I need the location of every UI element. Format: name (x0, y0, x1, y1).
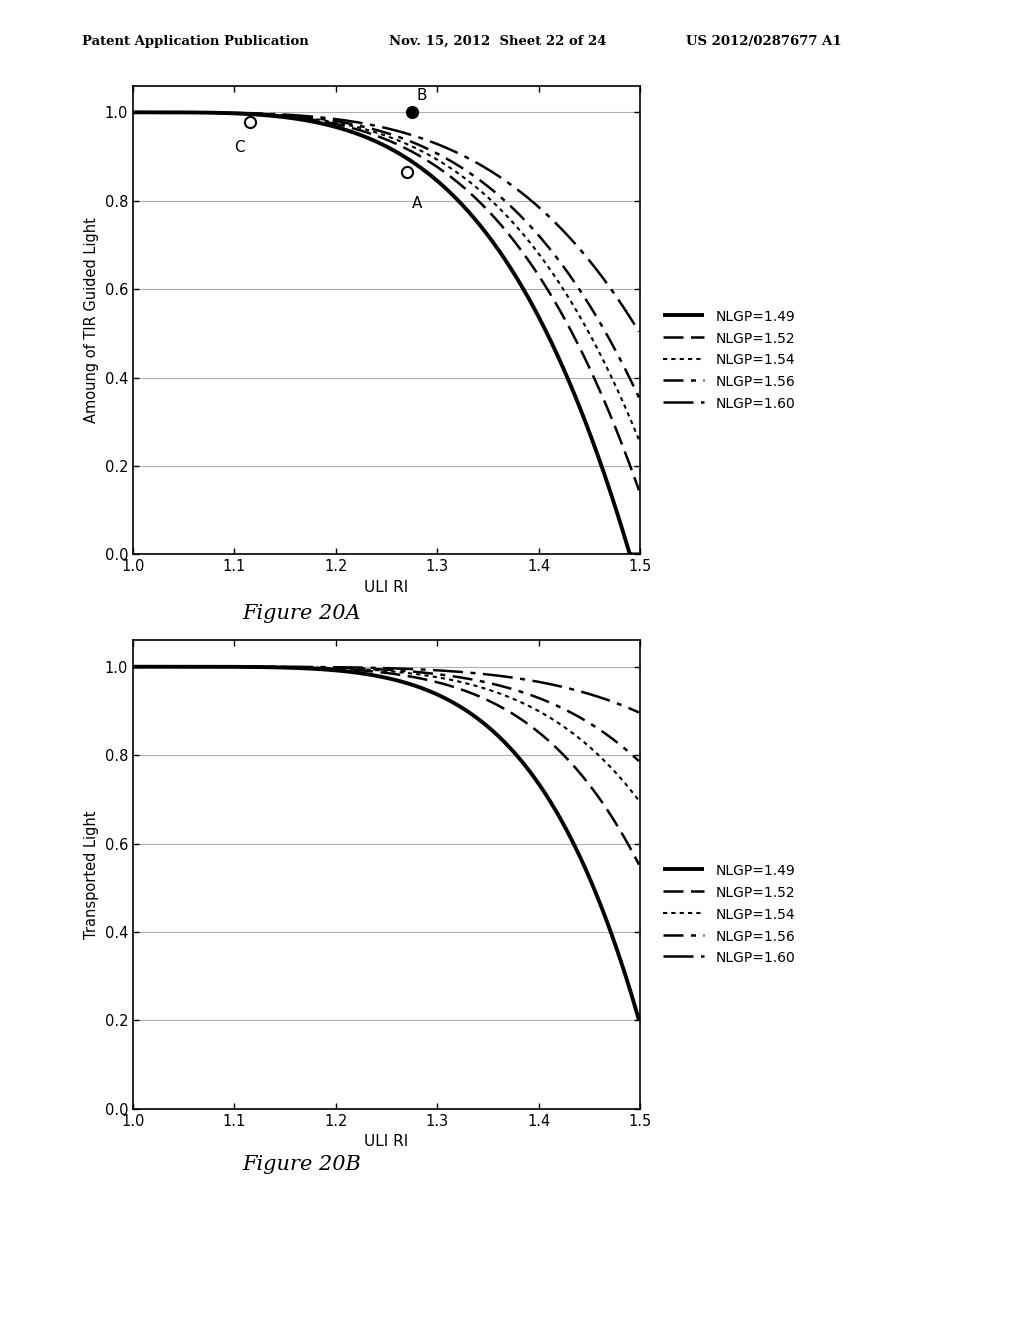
X-axis label: ULI RI: ULI RI (365, 579, 409, 595)
Y-axis label: Transported Light: Transported Light (84, 810, 99, 939)
Legend: NLGP=1.49, NLGP=1.52, NLGP=1.54, NLGP=1.56, NLGP=1.60: NLGP=1.49, NLGP=1.52, NLGP=1.54, NLGP=1.… (657, 304, 801, 417)
Text: B: B (417, 88, 427, 103)
Text: C: C (234, 140, 245, 154)
Text: Patent Application Publication: Patent Application Publication (82, 34, 308, 48)
Legend: NLGP=1.49, NLGP=1.52, NLGP=1.54, NLGP=1.56, NLGP=1.60: NLGP=1.49, NLGP=1.52, NLGP=1.54, NLGP=1.… (657, 858, 801, 972)
Y-axis label: Amoung of TIR Guided Light: Amoung of TIR Guided Light (84, 218, 99, 422)
X-axis label: ULI RI: ULI RI (365, 1134, 409, 1150)
Text: Figure 20B: Figure 20B (243, 1155, 361, 1173)
Text: US 2012/0287677 A1: US 2012/0287677 A1 (686, 34, 842, 48)
Text: A: A (412, 197, 422, 211)
Text: Nov. 15, 2012  Sheet 22 of 24: Nov. 15, 2012 Sheet 22 of 24 (389, 34, 606, 48)
Text: Figure 20A: Figure 20A (243, 605, 361, 623)
